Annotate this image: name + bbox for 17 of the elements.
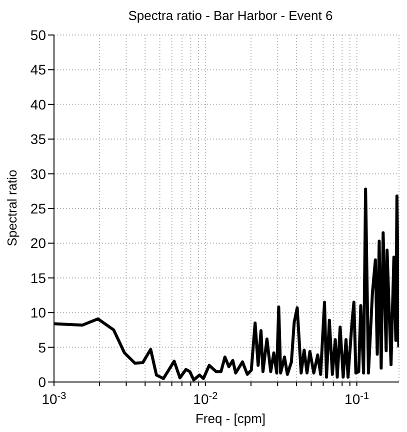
x-tick-label: 10$^{-1}$ (344, 390, 370, 407)
y-tick-label: 5 (38, 339, 46, 356)
y-tick-label: 20 (30, 235, 46, 252)
y-tick-label: 35 (30, 131, 46, 148)
x-axis-title: Freq - [cpm] (194, 411, 267, 426)
y-axis-title: Spectral ratio (4, 170, 20, 246)
y-tick-label: 0 (38, 374, 46, 390)
y-tick-label: 10 (30, 304, 46, 321)
y-tick-label: 40 (30, 96, 46, 112)
y-tick-label: 25 (30, 200, 46, 216)
x-tick-label: 10$^{-2}$ (193, 390, 218, 407)
chart-title: Spectra ratio - Bar Harbor - Event 6 (127, 8, 334, 23)
y-tick-label: 15 (30, 270, 46, 286)
y-tick-label: 50 (30, 26, 46, 43)
y-tick-label: 45 (30, 62, 46, 78)
y-tick-label: 30 (30, 166, 46, 182)
x-tick-label: 10$^{-3}$ (42, 390, 67, 407)
